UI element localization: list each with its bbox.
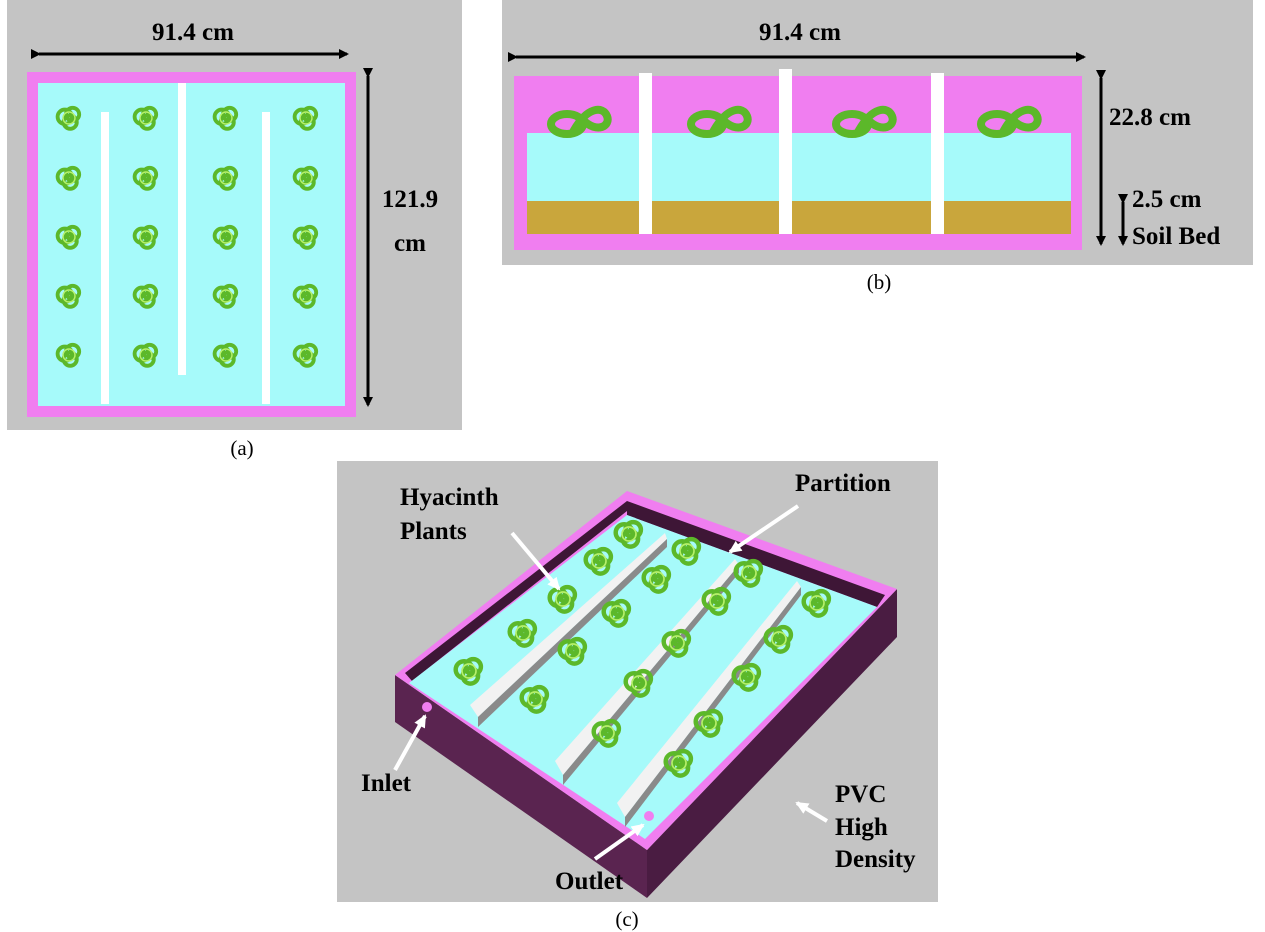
plant-grid-3d	[453, 519, 832, 778]
plant-icon	[292, 105, 319, 131]
plant-icon	[623, 668, 654, 698]
height-label-line1: 121.9	[382, 186, 438, 213]
inner-back-right-wall	[627, 501, 885, 607]
plant-icon	[212, 342, 239, 368]
plant-icon	[557, 636, 588, 666]
plant-icon	[55, 342, 82, 368]
plant-icon	[212, 283, 239, 309]
soil-bed-layer	[527, 201, 1071, 234]
plant-icon	[507, 618, 538, 648]
soil-label-line1: 2.5 cm	[1132, 186, 1202, 213]
plants-pointer-arrow	[510, 531, 561, 591]
partition-1	[101, 112, 109, 404]
plant-side-icon	[977, 105, 1042, 138]
plant-icon	[292, 342, 319, 368]
front-left-wall	[395, 675, 647, 898]
outlet-hole	[644, 811, 654, 821]
depth-label: 22.8 cm	[1109, 104, 1191, 131]
plant-icon	[212, 165, 239, 191]
plant-icon	[212, 105, 239, 131]
partition-1-side	[639, 73, 652, 234]
plant-icon	[613, 519, 644, 549]
width-label: 91.4 cm	[152, 19, 234, 46]
panel-a-top-view: 91.4 cm 121.9 cm	[7, 0, 462, 430]
partition-1-3d	[470, 533, 667, 717]
partition-pointer-arrow	[728, 504, 800, 554]
plant-icon	[55, 165, 82, 191]
plant-icon	[55, 105, 82, 131]
width-label-side: 91.4 cm	[759, 19, 841, 46]
panel-c-3d-view: Hyacinth Plants Partition Inlet Outlet P…	[337, 461, 938, 902]
inlet-label: Inlet	[361, 770, 412, 797]
outlet-label: Outlet	[555, 868, 624, 895]
plant-icon	[701, 586, 732, 616]
plant-icon	[212, 224, 239, 250]
plant-icon	[132, 105, 159, 131]
plant-icon	[132, 165, 159, 191]
plant-icon	[292, 224, 319, 250]
material-label-line2: High	[835, 814, 888, 841]
material-pointer-arrow	[795, 801, 829, 823]
partition-1-3d-side	[478, 539, 667, 727]
partition-2	[178, 83, 186, 375]
height-label-line2: cm	[394, 230, 426, 257]
inner-back-left-wall	[405, 501, 627, 681]
plant-icon	[641, 564, 672, 594]
inlet-pointer-arrow	[393, 714, 427, 771]
caption-b: (b)	[866, 270, 892, 294]
outlet-pointer-arrow	[593, 823, 645, 861]
panel-b-side-view: 91.4 cm 22.8 cm 2.5 cm Soil Bed	[502, 0, 1253, 265]
inlet-hole	[422, 702, 432, 712]
plant-grid	[55, 105, 319, 368]
plant-icon	[132, 283, 159, 309]
material-label-line1: PVC	[835, 781, 886, 808]
plant-icon	[292, 283, 319, 309]
plant-icon	[583, 546, 614, 576]
plant-icon	[671, 536, 702, 566]
top-view-diagram: 91.4 cm 121.9 cm	[27, 19, 438, 417]
isometric-tank-diagram: Hyacinth Plants Partition Inlet Outlet P…	[361, 470, 916, 898]
partition-2-side	[779, 69, 792, 234]
soil-label-line2: Soil Bed	[1132, 223, 1220, 250]
plant-icon	[453, 656, 484, 686]
plant-icon	[601, 598, 632, 628]
plant-side-icon	[832, 105, 897, 138]
plant-icon	[55, 224, 82, 250]
plant-icon	[591, 718, 622, 748]
caption-c: (c)	[615, 907, 639, 931]
plant-icon	[55, 283, 82, 309]
plant-icon	[733, 558, 764, 588]
plants-label-line2: Plants	[400, 518, 467, 545]
partition-3-side	[931, 73, 944, 234]
plant-icon	[763, 624, 794, 654]
plant-icon	[801, 588, 832, 618]
plant-icon	[292, 165, 319, 191]
plant-icon	[519, 684, 550, 714]
plant-side-icon	[687, 105, 752, 138]
partition-label: Partition	[795, 470, 891, 497]
plants-label-line1: Hyacinth	[400, 484, 499, 511]
plant-icon	[663, 748, 694, 778]
side-view-diagram: 91.4 cm 22.8 cm 2.5 cm Soil Bed	[508, 19, 1220, 250]
material-label-line3: Density	[835, 846, 916, 873]
plant-icon	[731, 662, 762, 692]
caption-a: (a)	[230, 436, 254, 460]
plant-row-side	[547, 105, 1042, 138]
partition-3-3d	[617, 581, 801, 817]
water-layer	[527, 133, 1071, 201]
plant-icon	[132, 224, 159, 250]
plant-side-icon	[547, 105, 612, 138]
front-right-wall	[647, 589, 897, 898]
partition-3	[262, 112, 270, 404]
plant-icon	[132, 342, 159, 368]
plant-icon	[693, 708, 724, 738]
partition-2-3d	[555, 559, 739, 775]
plant-icon	[661, 628, 692, 658]
